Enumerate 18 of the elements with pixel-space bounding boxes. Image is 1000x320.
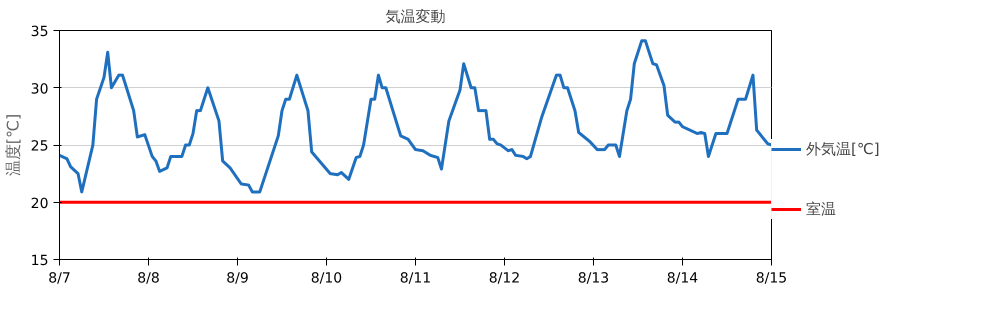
legend-label: 室温 [806,200,836,218]
x-tick-label: 8/9 [226,270,249,286]
x-tick-label: 8/11 [400,270,432,286]
legend-label: 外気温[℃] [806,140,880,158]
chart-title: 気温変動 [386,8,446,26]
x-tick-label: 8/12 [488,270,520,286]
y-tick-label: 30 [30,81,49,98]
y-axis-title: 温度[℃] [4,114,23,176]
x-tick-label: 8/8 [137,270,160,286]
y-tick-label: 15 [30,253,49,269]
y-tick-label: 35 [30,24,49,40]
x-tick-label: 8/10 [310,270,342,286]
y-tick-label: 25 [30,138,49,154]
x-tick-label: 8/13 [578,270,610,286]
x-tick-label: 8/7 [48,270,71,286]
x-tick-label: 8/15 [756,270,788,286]
x-tick-label: 8/14 [666,270,698,286]
y-tick-label: 20 [30,196,49,212]
